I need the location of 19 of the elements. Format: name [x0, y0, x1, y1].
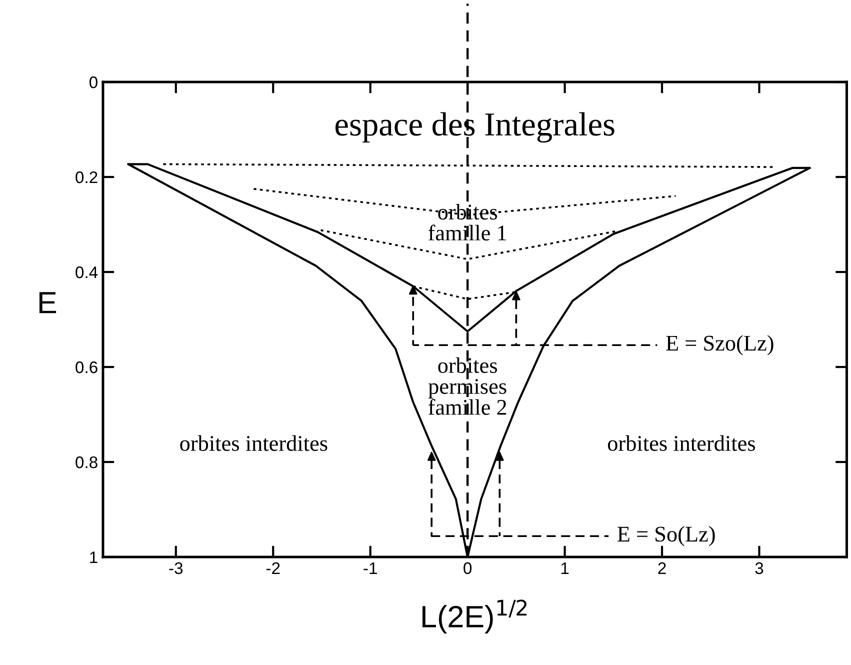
annotation: E = Szo(Lz)	[666, 335, 774, 356]
y-tick-label: 1	[90, 552, 98, 564]
y-tick-label: 0.8	[76, 456, 98, 468]
y-axis-title: E	[39, 292, 56, 314]
x-tick-label: 0	[464, 562, 472, 574]
x-tick-label: 3	[755, 562, 764, 574]
y-tick-label: 0.4	[76, 266, 98, 278]
y-tick-label: 0.6	[76, 361, 98, 374]
x-tick-label: 2	[658, 562, 666, 574]
x-tick-label: -1	[364, 562, 377, 574]
x-axis-title: L(2E)$^{1/2}$	[422, 600, 527, 634]
annotation: E = So(Lz)	[618, 526, 715, 546]
y-tick-label: 0	[89, 76, 98, 88]
x-tick-label: -2	[266, 562, 280, 574]
x-tick-label: -3	[169, 562, 183, 574]
x-tick-label: 1	[561, 562, 569, 574]
annotation: orbites interdites	[180, 435, 328, 451]
annotation: orbites interdites	[608, 435, 756, 451]
y-tick-label: 0.2	[76, 171, 98, 184]
